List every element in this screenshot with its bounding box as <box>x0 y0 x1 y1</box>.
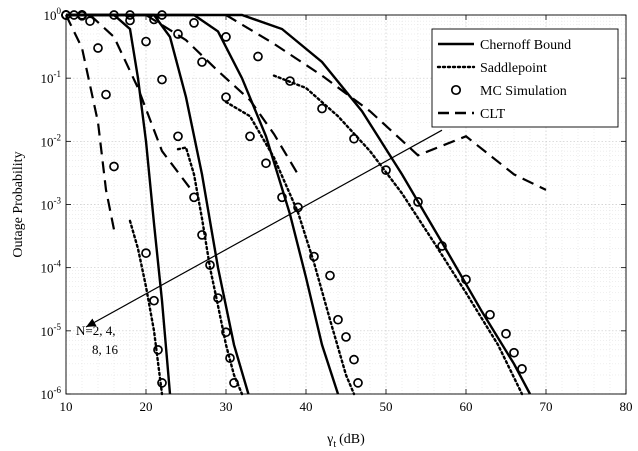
saddlepoint-line <box>176 146 244 396</box>
series-group-n4 <box>61 10 250 396</box>
mc-simulation-point <box>325 270 335 281</box>
mc-simulation-point <box>461 274 471 285</box>
series-group-n16 <box>61 10 547 396</box>
y-tick-label: 100 <box>44 6 62 23</box>
mc-simulation-point <box>349 133 359 144</box>
mc-simulation-point <box>501 328 511 339</box>
y-tick-label: 10-6 <box>41 385 62 402</box>
saddlepoint-line <box>272 74 524 396</box>
mc-simulation-point <box>485 309 495 320</box>
mc-simulation-point <box>125 15 135 26</box>
saddlepoint-line <box>224 100 356 396</box>
legend-item-clt: CLT <box>438 107 506 122</box>
mc-simulation-point <box>261 158 271 169</box>
clt-line <box>145 14 299 175</box>
mc-simulation-point <box>341 332 351 342</box>
x-tick-label: 40 <box>300 399 313 414</box>
mc-simulation-point <box>349 354 359 365</box>
x-axis-label-symbol: γ <box>326 432 333 447</box>
legend-label: CLT <box>480 107 506 122</box>
legend-item-saddlepoint: Saddlepoint <box>436 61 547 76</box>
mc-simulation-point <box>141 36 151 47</box>
mc-simulation-point <box>157 378 167 388</box>
mc-simulation-point <box>93 43 103 53</box>
mc-simulation-point <box>381 165 391 175</box>
x-tick-label: 30 <box>220 399 233 414</box>
y-tick-label: 10-4 <box>41 259 62 276</box>
annotation-text-line2: 8, 16 <box>92 342 119 357</box>
legend-box <box>431 28 619 128</box>
clt-line <box>89 14 195 195</box>
mc-simulation-point <box>221 32 231 42</box>
annotation-layer: N=2, 4, 8, 16 <box>76 129 443 357</box>
chernoff-line <box>66 13 250 395</box>
chernoff-line <box>66 13 340 395</box>
y-tick-label: 10-3 <box>41 196 62 213</box>
mc-simulation-point <box>317 103 327 114</box>
mc-simulation-point <box>225 353 235 363</box>
annotation-arrow <box>85 129 443 328</box>
legend-label: Saddlepoint <box>480 61 547 76</box>
axis-ticks: 10 20 30 40 50 60 70 80 100 10-1 10-2 10-3 10-4 10-5 1… <box>41 6 633 414</box>
mc-simulation-point <box>333 314 343 325</box>
mc-simulation-point <box>229 378 239 388</box>
series-layer <box>61 10 547 396</box>
mc-simulation-point <box>517 364 527 374</box>
x-tick-label: 60 <box>460 399 473 414</box>
mc-simulation-point <box>253 51 263 62</box>
saddlepoint-line <box>128 219 164 396</box>
x-tick-label: 80 <box>620 399 633 414</box>
x-tick-label: 70 <box>540 399 553 414</box>
mc-simulation-point <box>173 29 183 39</box>
mc-simulation-point <box>285 76 295 86</box>
mc-simulation-point <box>157 74 167 85</box>
mc-simulation-point <box>101 89 111 100</box>
x-tick-label: 20 <box>140 399 153 414</box>
y-tick-label: 10-1 <box>41 69 62 86</box>
y-tick-label: 10-5 <box>41 322 62 339</box>
x-axis-label-subscript: t <box>333 439 336 450</box>
legend-label: Chernoff Bound <box>480 38 571 53</box>
mc-simulation-point <box>413 197 423 207</box>
mc-simulation-point <box>149 295 159 306</box>
legend-item-chernoff-bound: Chernoff Bound <box>438 38 571 53</box>
y-tick-label: 10-2 <box>41 132 62 149</box>
mc-simulation-point <box>205 260 215 270</box>
mc-simulation-point <box>509 347 519 358</box>
mc-simulation-point <box>221 92 231 103</box>
legend-item-mc-simulation: MC Simulation <box>450 84 567 99</box>
x-axis-label: γt (dB) <box>326 432 365 450</box>
clt-line <box>65 14 116 230</box>
mc-simulation-point <box>189 192 199 203</box>
legend: Chernoff Bound Saddlepoint MC Simulation CL… <box>431 28 619 128</box>
mc-simulation-point <box>277 192 287 203</box>
mc-simulation-point <box>141 248 151 258</box>
mc-simulation-point <box>173 131 183 142</box>
mc-simulation-point <box>245 131 255 142</box>
chernoff-line <box>66 13 532 395</box>
mc-simulation-point <box>189 18 199 28</box>
mc-simulation-point <box>213 293 223 303</box>
mc-simulation-point <box>437 241 447 251</box>
clt-line <box>225 14 547 191</box>
x-tick-label: 50 <box>380 399 393 414</box>
mc-simulation-point <box>197 57 207 67</box>
legend-swatch <box>450 84 462 96</box>
mc-simulation-point <box>221 327 231 338</box>
y-axis-label: Outage Probability <box>11 151 26 257</box>
x-tick-label: 10 <box>60 399 73 414</box>
mc-simulation-point <box>153 344 163 355</box>
mc-simulation-point <box>197 230 207 240</box>
mc-simulation-point <box>353 378 363 388</box>
mc-simulation-point <box>109 161 119 172</box>
mc-simulation-point <box>85 16 95 26</box>
legend-label: MC Simulation <box>480 84 567 99</box>
mc-simulation-point <box>309 251 319 262</box>
annotation-text-line1: N=2, 4, <box>76 323 115 338</box>
x-axis-label-unit: (dB) <box>339 432 365 447</box>
